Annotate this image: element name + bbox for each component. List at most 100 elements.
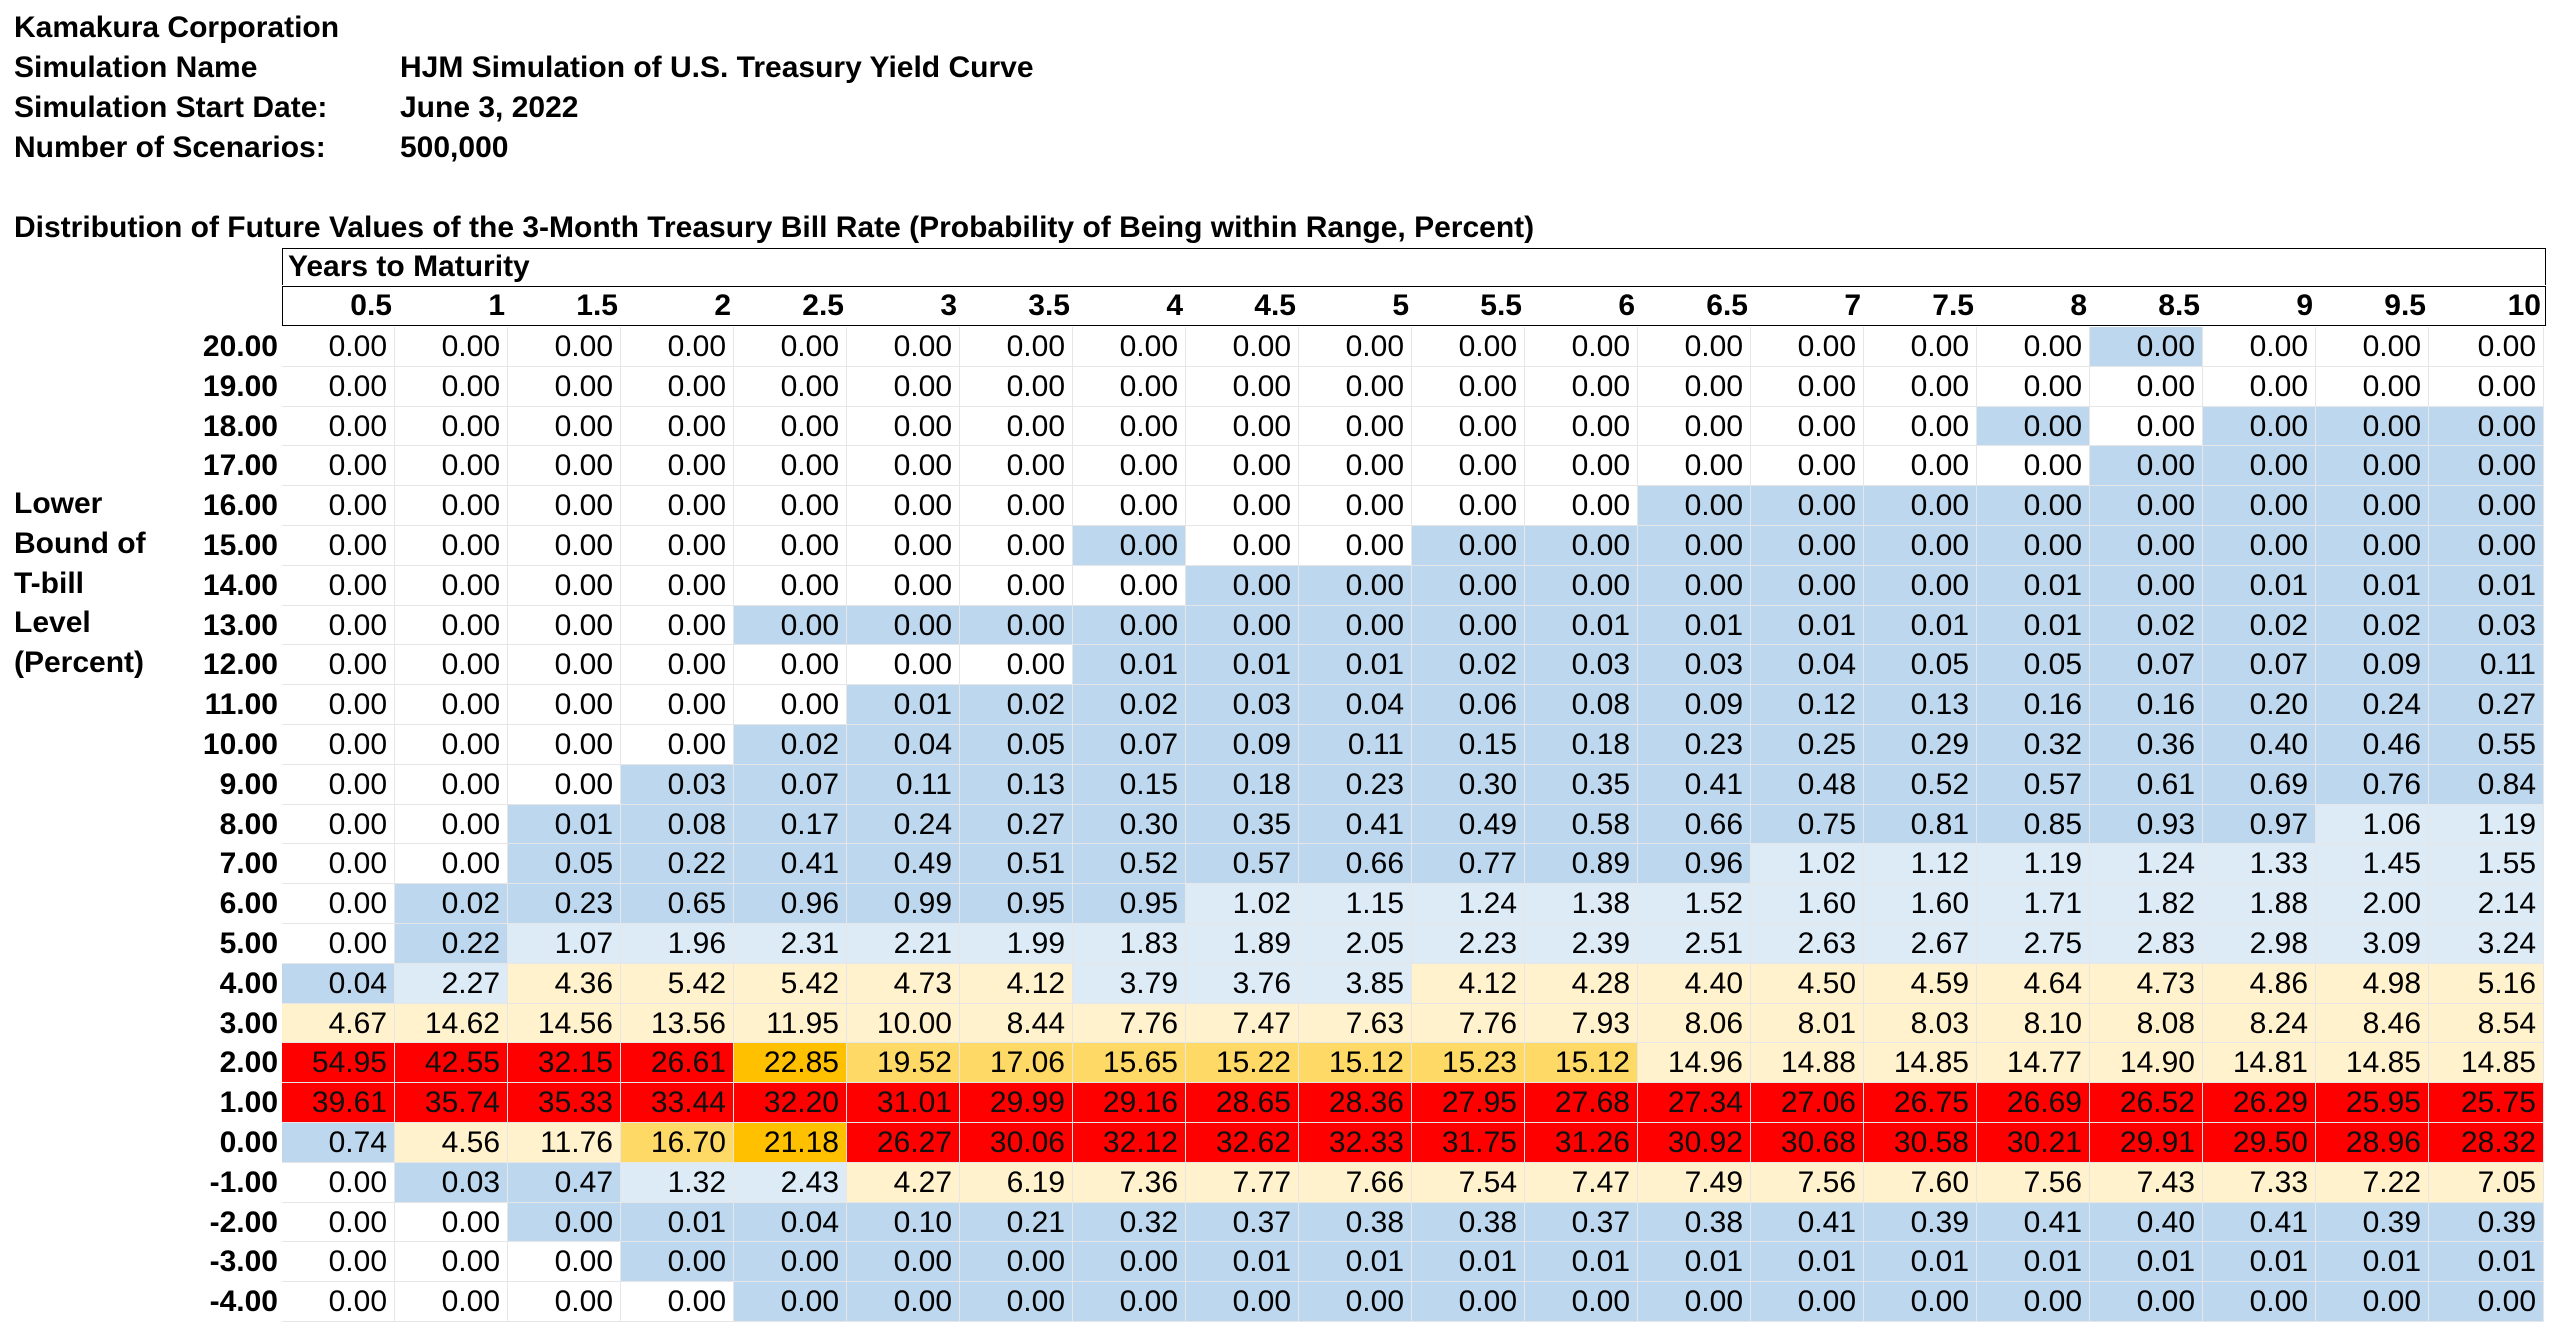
table-cell: 0.00: [395, 446, 508, 487]
table-cell: 0.00: [621, 645, 734, 686]
table-cell: 1.96: [621, 923, 734, 964]
table-cell: 0.00: [1864, 486, 1977, 526]
table-cell: 0.02: [2316, 605, 2429, 646]
table-cell: 0.00: [734, 685, 847, 725]
table-cell: 0.00: [2090, 406, 2203, 447]
table-cell: 7.33: [2203, 1162, 2316, 1203]
table-cell: 31.75: [1412, 1122, 1525, 1163]
table-cell: 4.36: [508, 963, 621, 1004]
table-cell: 0.00: [1073, 525, 1186, 566]
table-cell: 0.00: [1864, 406, 1977, 447]
table-cell: 0.00: [1751, 565, 1864, 606]
maturity-header-cell: 2: [714, 289, 731, 322]
header-value: 500,000: [400, 131, 509, 164]
table-cell: 0.12: [1751, 685, 1864, 725]
table-cell: 26.27: [847, 1122, 960, 1163]
table-cell: 0.00: [2429, 406, 2544, 447]
table-cell: 0.00: [1864, 366, 1977, 407]
table-cell: 0.00: [282, 1162, 395, 1203]
table-cell: 0.13: [1864, 685, 1977, 725]
table-row: 8.00 0.00 0.00 0.01 0.08 0.17 0.24 0.27 0.30 0.35…: [180, 804, 2544, 845]
table-cell: 7.56: [1977, 1162, 2090, 1203]
table-row: -1.00 0.00 0.03 0.47 1.32 2.43 4.27 6.19 7.36 7.7…: [180, 1162, 2544, 1203]
table-cell: 0.00: [960, 366, 1073, 407]
table-cell: 14.85: [2429, 1043, 2544, 1084]
table-cell: 4.12: [960, 963, 1073, 1004]
table-cell: 0.00: [1186, 366, 1299, 407]
table-row: 4.00 0.04 2.27 4.36 5.42 5.42 4.73 4.12 3.79 3.76…: [180, 963, 2544, 1004]
table-cell: 0.09: [1186, 724, 1299, 765]
table-cell: 0.00: [508, 525, 621, 566]
table-cell: 29.50: [2203, 1122, 2316, 1163]
table-row: 10.00 0.00 0.00 0.00 0.00 0.02 0.04 0.05 0.07 0.0…: [180, 724, 2544, 765]
table-cell: 0.00: [508, 406, 621, 447]
table-cell: 0.00: [2316, 327, 2429, 367]
maturity-header-cell: 5: [1392, 289, 1409, 322]
table-row: 19.00 0.00 0.00 0.00 0.00 0.00 0.00 0.00 0.00 0.0…: [180, 366, 2544, 407]
table-cell: 0.00: [2090, 525, 2203, 566]
table-cell: 0.40: [2203, 724, 2316, 765]
table-cell: 0.00: [1638, 366, 1751, 407]
table-row: 17.00 0.00 0.00 0.00 0.00 0.00 0.00 0.00 0.00 0.0…: [180, 446, 2544, 487]
table-cell: 2.27: [395, 963, 508, 1004]
table-cell: 0.00: [282, 764, 395, 805]
table-cell: 0.00: [1412, 366, 1525, 407]
table-cell: 0.00: [960, 486, 1073, 526]
table-cell: 0.13: [960, 764, 1073, 805]
table-cell: 17.06: [960, 1043, 1073, 1084]
maturity-header-cell: 9.5: [2384, 289, 2426, 322]
table-cell: 0.00: [1751, 446, 1864, 487]
table-cell: 0.00: [1299, 486, 1412, 526]
table-cell: 0.00: [1751, 486, 1864, 526]
table-cell: 7.93: [1525, 1003, 1638, 1044]
table-cell: 0.01: [1525, 605, 1638, 646]
table-cell: 1.60: [1864, 884, 1977, 924]
table-cell: 0.58: [1525, 804, 1638, 845]
table-cell: 0.00: [2429, 327, 2544, 367]
table-row: 7.00 0.00 0.00 0.05 0.22 0.41 0.49 0.51 0.52 0.57…: [180, 844, 2544, 885]
table-cell: 5.16: [2429, 963, 2544, 1004]
row-bound-label: 17.00: [202, 449, 278, 483]
table-cell: 0.00: [1751, 406, 1864, 447]
table-cell: 0.00: [2090, 1282, 2203, 1322]
table-cell: 0.38: [1412, 1202, 1525, 1243]
table-cell: 14.90: [2090, 1043, 2203, 1084]
table-cell: 0.52: [1864, 764, 1977, 805]
table-cell: 0.00: [847, 645, 960, 686]
table-cell: 0.35: [1186, 804, 1299, 845]
table-cell: 30.92: [1638, 1122, 1751, 1163]
table-cell: 0.37: [1525, 1202, 1638, 1243]
table-cell: 0.00: [847, 1242, 960, 1283]
table-cell: 2.51: [1638, 923, 1751, 964]
table-cell: 7.60: [1864, 1162, 1977, 1203]
table-cell: 0.00: [395, 645, 508, 686]
table-cell: 1.24: [1412, 884, 1525, 924]
table-cell: 0.49: [847, 844, 960, 885]
table-cell: 26.75: [1864, 1083, 1977, 1123]
row-axis-label-line: Level: [14, 606, 91, 640]
row-bound-label: 15.00: [202, 528, 278, 562]
table-cell: 3.79: [1073, 963, 1186, 1004]
table-cell: 0.00: [1864, 446, 1977, 487]
table-cell: 8.10: [1977, 1003, 2090, 1044]
header-label: Simulation Name: [14, 51, 258, 84]
table-cell: 0.38: [1638, 1202, 1751, 1243]
table-cell: 0.00: [1412, 327, 1525, 367]
table-cell: 15.65: [1073, 1043, 1186, 1084]
row-bound-label: 10.00: [202, 727, 278, 761]
table-cell: 0.00: [1977, 406, 2090, 447]
table-cell: 0.00: [2203, 366, 2316, 407]
table-cell: 1.02: [1186, 884, 1299, 924]
table-cell: 0.00: [395, 1282, 508, 1322]
table-cell: 8.44: [960, 1003, 1073, 1044]
table-row: 9.00 0.00 0.00 0.00 0.03 0.07 0.11 0.13 0.15 0.18…: [180, 764, 2544, 805]
table-cell: 0.08: [621, 804, 734, 845]
table-cell: 14.88: [1751, 1043, 1864, 1084]
table-cell: 0.21: [960, 1202, 1073, 1243]
row-axis-label-line: Bound of: [14, 526, 146, 560]
table-cell: 30.21: [1977, 1122, 2090, 1163]
table-cell: 0.00: [508, 724, 621, 765]
table-cell: 0.00: [960, 446, 1073, 487]
table-cell: 0.05: [1864, 645, 1977, 686]
table-cell: 0.00: [282, 486, 395, 526]
